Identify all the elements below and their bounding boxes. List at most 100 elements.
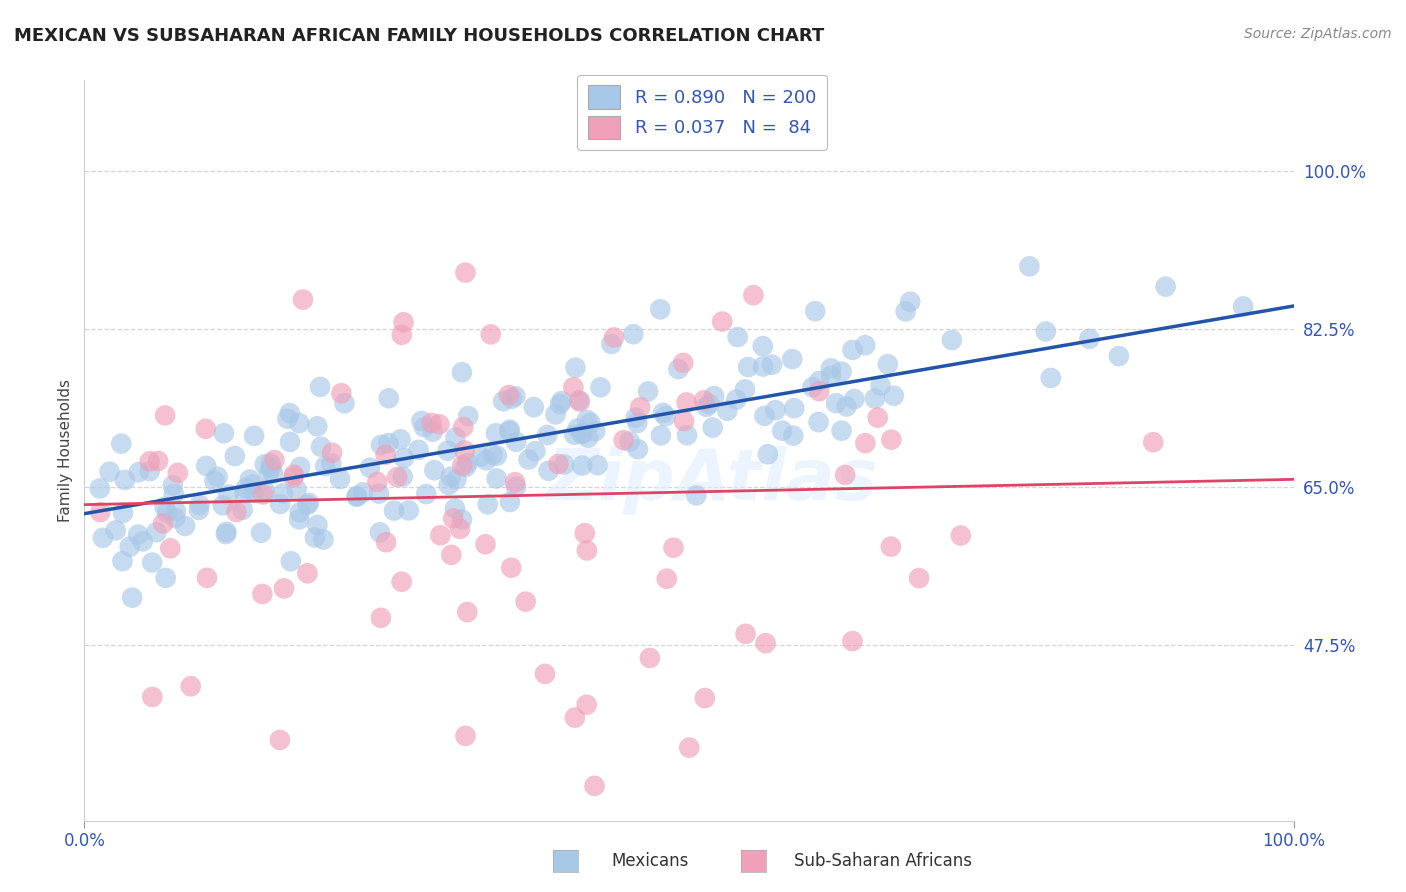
Point <box>377 436 399 450</box>
Point <box>770 424 793 438</box>
Point <box>831 424 853 438</box>
Point <box>699 397 721 411</box>
Point <box>481 448 503 462</box>
Point <box>485 449 508 463</box>
Point <box>941 333 963 347</box>
Point <box>89 505 111 519</box>
Point <box>583 779 606 793</box>
Point <box>309 440 332 454</box>
Point <box>547 457 569 471</box>
Point <box>128 465 150 479</box>
Point <box>121 591 143 605</box>
Point <box>782 428 804 442</box>
Point <box>408 442 430 457</box>
Point <box>166 466 188 480</box>
Point <box>382 503 405 517</box>
Point <box>288 505 311 519</box>
Text: Source: ZipAtlas.com: Source: ZipAtlas.com <box>1244 27 1392 41</box>
Point <box>283 470 305 484</box>
Point <box>187 503 209 517</box>
Point <box>242 477 264 491</box>
Point <box>523 400 546 414</box>
Point <box>564 360 586 375</box>
Point <box>737 359 759 374</box>
Point <box>574 526 596 541</box>
Point <box>253 483 276 498</box>
Point <box>505 389 527 403</box>
Point <box>571 458 593 473</box>
Point <box>734 627 756 641</box>
Point <box>441 511 464 525</box>
Point <box>576 431 599 445</box>
Point <box>98 465 121 479</box>
Point <box>422 425 444 439</box>
Point <box>678 740 700 755</box>
Point <box>613 433 636 447</box>
Point <box>780 352 803 367</box>
Point <box>155 571 177 585</box>
Point <box>104 524 127 538</box>
Point <box>440 469 463 483</box>
Point <box>307 518 329 533</box>
Point <box>575 543 598 558</box>
Point <box>207 469 229 483</box>
Point <box>765 403 787 417</box>
Point <box>454 729 477 743</box>
Point <box>474 537 496 551</box>
Point <box>212 426 235 441</box>
Point <box>218 487 240 501</box>
Point <box>1154 279 1177 293</box>
Point <box>329 472 352 486</box>
Point <box>863 392 886 406</box>
Point <box>808 384 831 399</box>
Point <box>276 411 298 425</box>
Point <box>387 470 409 484</box>
Point <box>498 388 520 402</box>
Point <box>841 343 863 357</box>
Point <box>280 554 302 568</box>
Point <box>111 554 134 568</box>
Point <box>89 482 111 496</box>
Point <box>262 467 284 481</box>
Point <box>716 403 738 417</box>
Point <box>451 458 474 473</box>
Point <box>224 449 246 463</box>
Point <box>391 574 413 589</box>
Point <box>413 420 436 434</box>
Point <box>215 527 238 541</box>
Point <box>368 525 391 540</box>
Point <box>820 361 842 376</box>
Point <box>853 338 876 352</box>
Point <box>583 424 606 438</box>
Point <box>321 446 343 460</box>
Point <box>619 434 641 449</box>
Point <box>271 486 294 500</box>
Point <box>638 651 661 665</box>
Point <box>562 380 585 394</box>
Point <box>544 408 567 422</box>
Point <box>457 456 479 470</box>
Point <box>457 409 479 423</box>
Point <box>370 438 392 452</box>
Point <box>672 356 695 370</box>
Point <box>346 490 368 504</box>
Point <box>752 339 775 353</box>
Point <box>562 427 585 442</box>
Point <box>291 293 314 307</box>
Point <box>1142 435 1164 450</box>
Point <box>352 485 374 500</box>
Point <box>298 496 321 510</box>
Point <box>330 386 353 401</box>
Point <box>370 611 392 625</box>
Point <box>257 466 280 480</box>
Point <box>517 452 540 467</box>
Point <box>377 391 399 405</box>
Point <box>114 473 136 487</box>
Point <box>138 454 160 468</box>
Point <box>685 488 707 502</box>
Point <box>444 431 467 445</box>
Point <box>537 464 560 478</box>
Point <box>693 691 716 706</box>
Point <box>288 512 311 526</box>
Point <box>165 511 187 525</box>
